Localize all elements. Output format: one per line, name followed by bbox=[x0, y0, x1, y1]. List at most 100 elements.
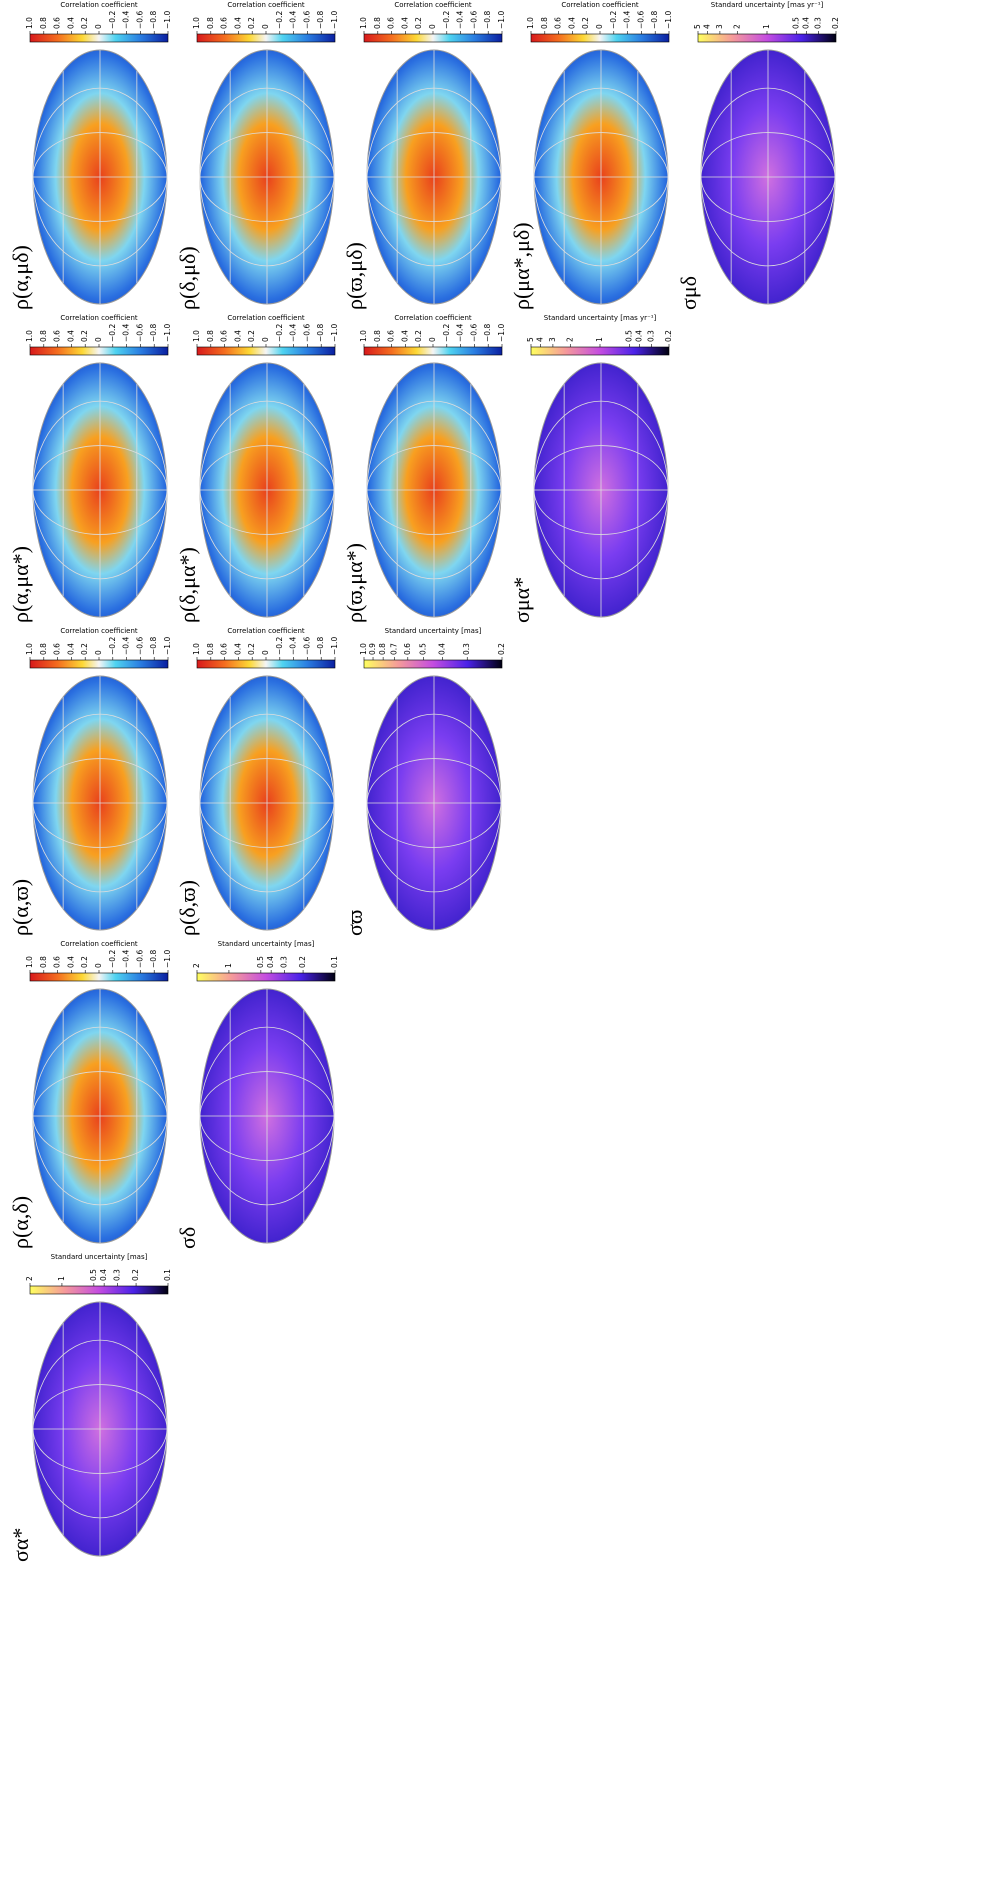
colorbar bbox=[29, 659, 169, 669]
colorbar bbox=[29, 1285, 169, 1295]
panel-label: ρ(α,μδ) bbox=[8, 245, 33, 310]
colorbar bbox=[29, 972, 169, 982]
colorbar-tick-label: 1.0 bbox=[192, 643, 201, 655]
colorbar-tick-label: 2 bbox=[25, 1276, 34, 1281]
colorbar-tick-label: 0.2 bbox=[298, 956, 307, 968]
colorbar-title: Correlation coefficient bbox=[60, 940, 138, 948]
colorbar-title: Correlation coefficient bbox=[60, 1, 138, 9]
panel: σδ 2 1 0.5 0.4 0.3 0.2 0.1 Standard uncertainty … bbox=[175, 940, 339, 1249]
colorbar-tick-label: −0.6 bbox=[135, 950, 144, 968]
colorbar-tick-label: 0.8 bbox=[540, 17, 549, 29]
colorbar-tick-label: −0.4 bbox=[122, 11, 131, 29]
colorbar-tick-label: 0.8 bbox=[39, 643, 48, 655]
colorbar-tick-label: 0 bbox=[94, 24, 103, 29]
colorbar-tick-label: 0 bbox=[428, 24, 437, 29]
colorbar-tick-label: 0.4 bbox=[66, 17, 75, 29]
colorbar-tick-label: 2 bbox=[732, 24, 741, 29]
colorbar-tick-label: 0.4 bbox=[438, 643, 447, 655]
colorbar-tick-label: 0.8 bbox=[39, 956, 48, 968]
colorbar-title: Correlation coefficient bbox=[60, 627, 138, 635]
colorbar-tick-label: −0.2 bbox=[108, 11, 117, 29]
colorbar bbox=[530, 33, 670, 43]
panel-label: σδ bbox=[175, 1227, 200, 1249]
colorbar-tick-label: 0.2 bbox=[247, 643, 256, 655]
colorbar-tick-label: 0.2 bbox=[664, 330, 673, 342]
colorbar-tick-label: −0.8 bbox=[316, 324, 325, 342]
colorbar-title: Standard uncertainty [mas yr⁻¹] bbox=[711, 1, 824, 9]
colorbar-tick-label: −0.4 bbox=[456, 324, 465, 342]
colorbar-tick-label: 0 bbox=[261, 650, 270, 655]
colorbar-tick-label: −0.6 bbox=[302, 637, 311, 655]
colorbar-tick-label: 0.2 bbox=[831, 17, 840, 29]
colorbar-title: Correlation coefficient bbox=[561, 1, 639, 9]
colorbar-tick-label: 0 bbox=[94, 963, 103, 968]
colorbar-tick-label: 0.6 bbox=[387, 17, 396, 29]
colorbar-title: Standard uncertainty [mas] bbox=[218, 940, 315, 948]
colorbar-tick-label: −0.6 bbox=[469, 11, 478, 29]
colorbar-tick-label: 0 bbox=[261, 24, 270, 29]
colorbar-tick-label: −0.2 bbox=[275, 11, 284, 29]
colorbar-tick-label: −0.8 bbox=[149, 11, 158, 29]
panel-label: ρ(ϖ,μδ) bbox=[342, 242, 367, 310]
colorbar bbox=[363, 346, 503, 356]
colorbar-tick-label: 0.8 bbox=[39, 17, 48, 29]
colorbar-tick-label: −0.6 bbox=[135, 324, 144, 342]
colorbar-tick-label: 4 bbox=[703, 24, 712, 29]
colorbar-tick-label: 0.8 bbox=[206, 643, 215, 655]
colorbar-tick-label: −0.6 bbox=[135, 11, 144, 29]
colorbar-tick-label: 0.5 bbox=[792, 17, 801, 29]
colorbar-tick-label: 0.3 bbox=[462, 643, 471, 655]
colorbar-tick-label: 0 bbox=[94, 337, 103, 342]
colorbar-tick-label: 1.0 bbox=[192, 17, 201, 29]
panel: ρ(ϖ,μδ) 1.0 0.8 0.6 0.4 0.2 0 −0.2 −0.4 −0.6 −0.8−… bbox=[342, 1, 506, 310]
colorbar-tick-label: 0.5 bbox=[625, 330, 634, 342]
colorbar-tick-label: 0.4 bbox=[233, 643, 242, 655]
colorbar-tick-label: 0.4 bbox=[400, 17, 409, 29]
colorbar-tick-label: −0.6 bbox=[469, 324, 478, 342]
panel: σμδ 5 4 3 2 1 0.5 0.4 0.3 0.2 Standard uncertainty… bbox=[676, 1, 840, 310]
colorbar-tick-label: 1.0 bbox=[359, 330, 368, 342]
colorbar-tick-label: −0.8 bbox=[149, 950, 158, 968]
colorbar bbox=[196, 659, 336, 669]
colorbar-tick-label: 1 bbox=[224, 963, 233, 968]
colorbar-tick-label: 0.8 bbox=[373, 17, 382, 29]
colorbar-tick-label: 0.5 bbox=[256, 956, 265, 968]
colorbar bbox=[530, 346, 670, 356]
colorbar-title: Correlation coefficient bbox=[394, 1, 472, 9]
colorbar-tick-label: 0.2 bbox=[80, 643, 89, 655]
colorbar-title: Standard uncertainty [mas yr⁻¹] bbox=[544, 314, 657, 322]
colorbar-tick-label: 0.4 bbox=[66, 330, 75, 342]
colorbar-tick-label: 0.9 bbox=[368, 643, 377, 655]
colorbar-title: Correlation coefficient bbox=[227, 627, 305, 635]
colorbar-tick-label: 0.1 bbox=[330, 956, 339, 968]
panel-label: ρ(δ,ϖ) bbox=[175, 880, 200, 936]
colorbar bbox=[697, 33, 837, 43]
colorbar-tick-label: 0.4 bbox=[66, 643, 75, 655]
colorbar-tick-label: 1.0 bbox=[25, 643, 34, 655]
colorbar-tick-label: −0.4 bbox=[623, 11, 632, 29]
colorbar-tick-label: 0.5 bbox=[89, 1269, 98, 1281]
colorbar-tick-label: 0.2 bbox=[80, 17, 89, 29]
colorbar-tick-label: −1.0 bbox=[163, 11, 172, 29]
colorbar-tick-label: 0.6 bbox=[53, 643, 62, 655]
colorbar-tick-label: 0.2 bbox=[247, 17, 256, 29]
colorbar-tick-label: 4 bbox=[536, 337, 545, 342]
colorbar-tick-label: 0.3 bbox=[112, 1269, 121, 1281]
colorbar-tick-label: −0.8 bbox=[650, 11, 659, 29]
colorbar-tick-label: 0.6 bbox=[554, 17, 563, 29]
colorbar-tick-label: −0.4 bbox=[456, 11, 465, 29]
colorbar-tick-label: 1.0 bbox=[25, 956, 34, 968]
colorbar-tick-label: 0.2 bbox=[80, 956, 89, 968]
colorbar-tick-label: 0.1 bbox=[163, 1269, 172, 1281]
colorbar-tick-label: −0.4 bbox=[122, 324, 131, 342]
colorbar-tick-label: −0.4 bbox=[289, 637, 298, 655]
colorbar-tick-label: −1.0 bbox=[163, 637, 172, 655]
colorbar-tick-label: −0.6 bbox=[135, 637, 144, 655]
panel: ρ(δ,ϖ) 1.0 0.8 0.6 0.4 0.2 0 −0.2 −0.4 −0.6 −0.8 −1… bbox=[175, 627, 339, 936]
colorbar-tick-label: 0.6 bbox=[387, 330, 396, 342]
colorbar-tick-label: −0.4 bbox=[122, 637, 131, 655]
colorbar-tick-label: −0.8 bbox=[483, 11, 492, 29]
panel: ρ(α,μα*) 1.0 0.8 0.6 0.4 0.2 0 −0.2 −0.4 −0.6 −0.8… bbox=[8, 314, 172, 623]
